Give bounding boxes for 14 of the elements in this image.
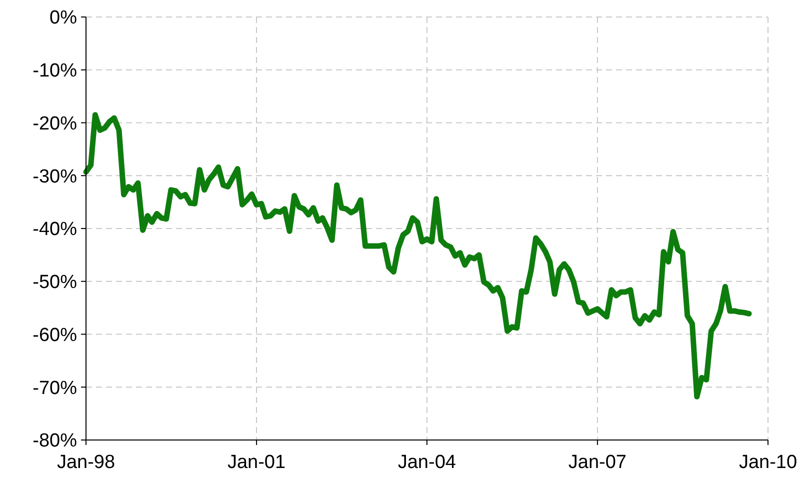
x-tick-label: Jan-07 — [568, 452, 627, 473]
x-tick-label: Jan-98 — [56, 452, 116, 473]
y-tick-label: -70% — [32, 378, 78, 399]
y-tick-label: 0% — [50, 8, 78, 29]
x-tick-label: Jan-04 — [398, 452, 456, 473]
x-tick-label: Jan-01 — [227, 452, 286, 473]
y-tick-label: -40% — [32, 219, 78, 240]
y-tick-label: -30% — [32, 166, 78, 188]
y-tick-label: -10% — [32, 60, 78, 82]
y-tick-label: -20% — [32, 113, 78, 134]
y-tick-label: -80% — [32, 430, 78, 452]
y-tick-label: -50% — [32, 272, 78, 294]
y-tick-label: -60% — [32, 324, 78, 346]
x-tick-label: Jan-10 — [738, 452, 798, 473]
